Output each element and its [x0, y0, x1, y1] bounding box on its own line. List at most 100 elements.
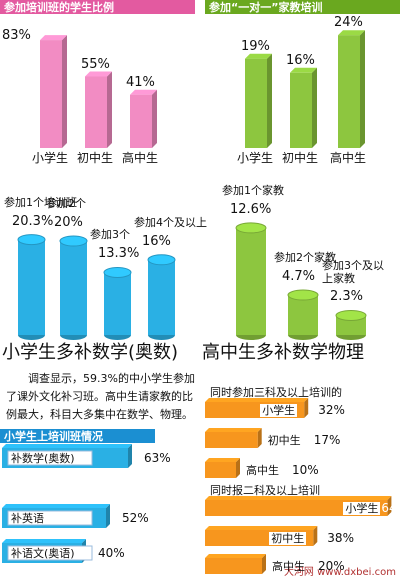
value-label: 4.7%: [282, 269, 316, 285]
category-label: 小学生: [260, 403, 298, 417]
cylinder-top: [17, 234, 46, 246]
category-label: 高中生: [272, 559, 305, 573]
value-label: 63%: [144, 450, 171, 465]
bar: [104, 272, 131, 335]
chart-title: 同时报二科及以上培训: [210, 484, 320, 497]
bar-side: [312, 67, 317, 148]
bar-top: [85, 71, 112, 77]
bar-side: [387, 496, 392, 516]
category-label: 参加4个及以上: [134, 215, 207, 229]
value-label: 10%: [292, 462, 319, 477]
value-label: 20%: [54, 215, 83, 230]
value-label: 40%: [98, 545, 125, 560]
bar-top: [205, 526, 318, 530]
category-label: 参加1个培训班: [4, 195, 77, 209]
paragraph: 调查显示，59.3%的中小学生参加了课外文化补习班。高中生请家教的比例最大，科目…: [6, 372, 195, 421]
category-label: 小学生: [343, 501, 381, 515]
value-label: 24%: [334, 15, 363, 31]
bar: [336, 315, 366, 335]
value-label: 16%: [286, 52, 315, 68]
bar: [290, 72, 312, 148]
category-label: 参加2个: [46, 197, 86, 210]
bar-side: [313, 526, 318, 546]
category-label: 高中生: [246, 463, 279, 477]
bar-side: [62, 35, 67, 148]
bar-top: [338, 30, 365, 36]
category-label: 高中生: [122, 151, 159, 165]
cylinder-top: [147, 254, 176, 266]
value-label: 2.3%: [330, 289, 364, 305]
category-label: 补语文(奥语): [11, 546, 75, 560]
bar-side: [257, 428, 262, 448]
watermark: 大河网 www.dxbei.com: [283, 567, 396, 578]
bar-top: [245, 53, 272, 59]
bar-side: [236, 458, 240, 478]
bar-side: [360, 30, 365, 149]
heading: 高中生多补数学物理: [202, 342, 364, 363]
bar-top: [2, 539, 86, 543]
bar-side: [304, 398, 309, 418]
chart-title: 参加培训班的学生比例: [4, 1, 114, 14]
bar-top: [290, 67, 317, 73]
category-label: 初中生: [282, 151, 319, 165]
value-label: 13.3%: [98, 246, 140, 262]
value-label: 64%: [381, 500, 400, 515]
bar-side: [128, 444, 132, 468]
bar-top: [130, 89, 157, 95]
bar: [85, 76, 107, 148]
bar-top: [205, 428, 262, 432]
bar-side: [262, 554, 266, 574]
bar-side: [106, 504, 110, 528]
bar: [338, 35, 360, 149]
bar-top: [2, 504, 110, 508]
bar: [205, 432, 258, 448]
bar-side: [152, 89, 157, 148]
bar-top: [205, 496, 392, 500]
bar: [288, 295, 318, 335]
title-bar: [205, 0, 400, 14]
bar-side: [107, 71, 112, 148]
cylinder-top: [335, 309, 367, 321]
category-label: 参加2个家教: [274, 251, 336, 265]
chart-title: 参加“一对一”家教培训: [209, 1, 323, 14]
value-label: 55%: [81, 56, 110, 72]
bar: [148, 259, 175, 335]
value-label: 19%: [241, 38, 270, 54]
value-label: 17%: [313, 432, 341, 447]
bar-top: [205, 458, 240, 462]
category-label: 高中生: [330, 151, 367, 165]
title-bar: [0, 0, 195, 14]
bar: [130, 94, 152, 148]
chart-title: 小学生上培训班情况: [4, 430, 103, 443]
label-box: [7, 450, 93, 466]
title-bar: [0, 429, 155, 443]
cylinder-top: [59, 235, 88, 247]
category-label: 初中生: [269, 531, 307, 545]
value-label: 32%: [318, 402, 345, 417]
bar: [40, 40, 62, 148]
bar-top: [205, 398, 309, 402]
label-box: [7, 510, 93, 526]
heading: 小学生多补数学(奥数): [2, 342, 179, 363]
value-label: 83%: [2, 28, 31, 44]
bar-top: [2, 444, 132, 448]
cylinder-top: [103, 266, 132, 278]
value-label: 52%: [122, 510, 149, 525]
value-label: 16%: [142, 233, 171, 249]
bar-side: [267, 53, 272, 149]
bar: [18, 239, 45, 335]
category-label: 参加3个及以上家教: [322, 259, 384, 286]
category-label: 参加1个家教: [222, 183, 284, 197]
category-label: 补英语: [11, 511, 44, 525]
bar-top: [40, 35, 67, 41]
bar: [60, 241, 87, 335]
cylinder-top: [287, 289, 319, 301]
bar-top: [205, 554, 266, 558]
bar: [205, 500, 388, 516]
bar: [205, 462, 236, 478]
label-box: [7, 545, 93, 561]
value-label: 20.3%: [12, 213, 54, 229]
bar: [205, 558, 262, 574]
